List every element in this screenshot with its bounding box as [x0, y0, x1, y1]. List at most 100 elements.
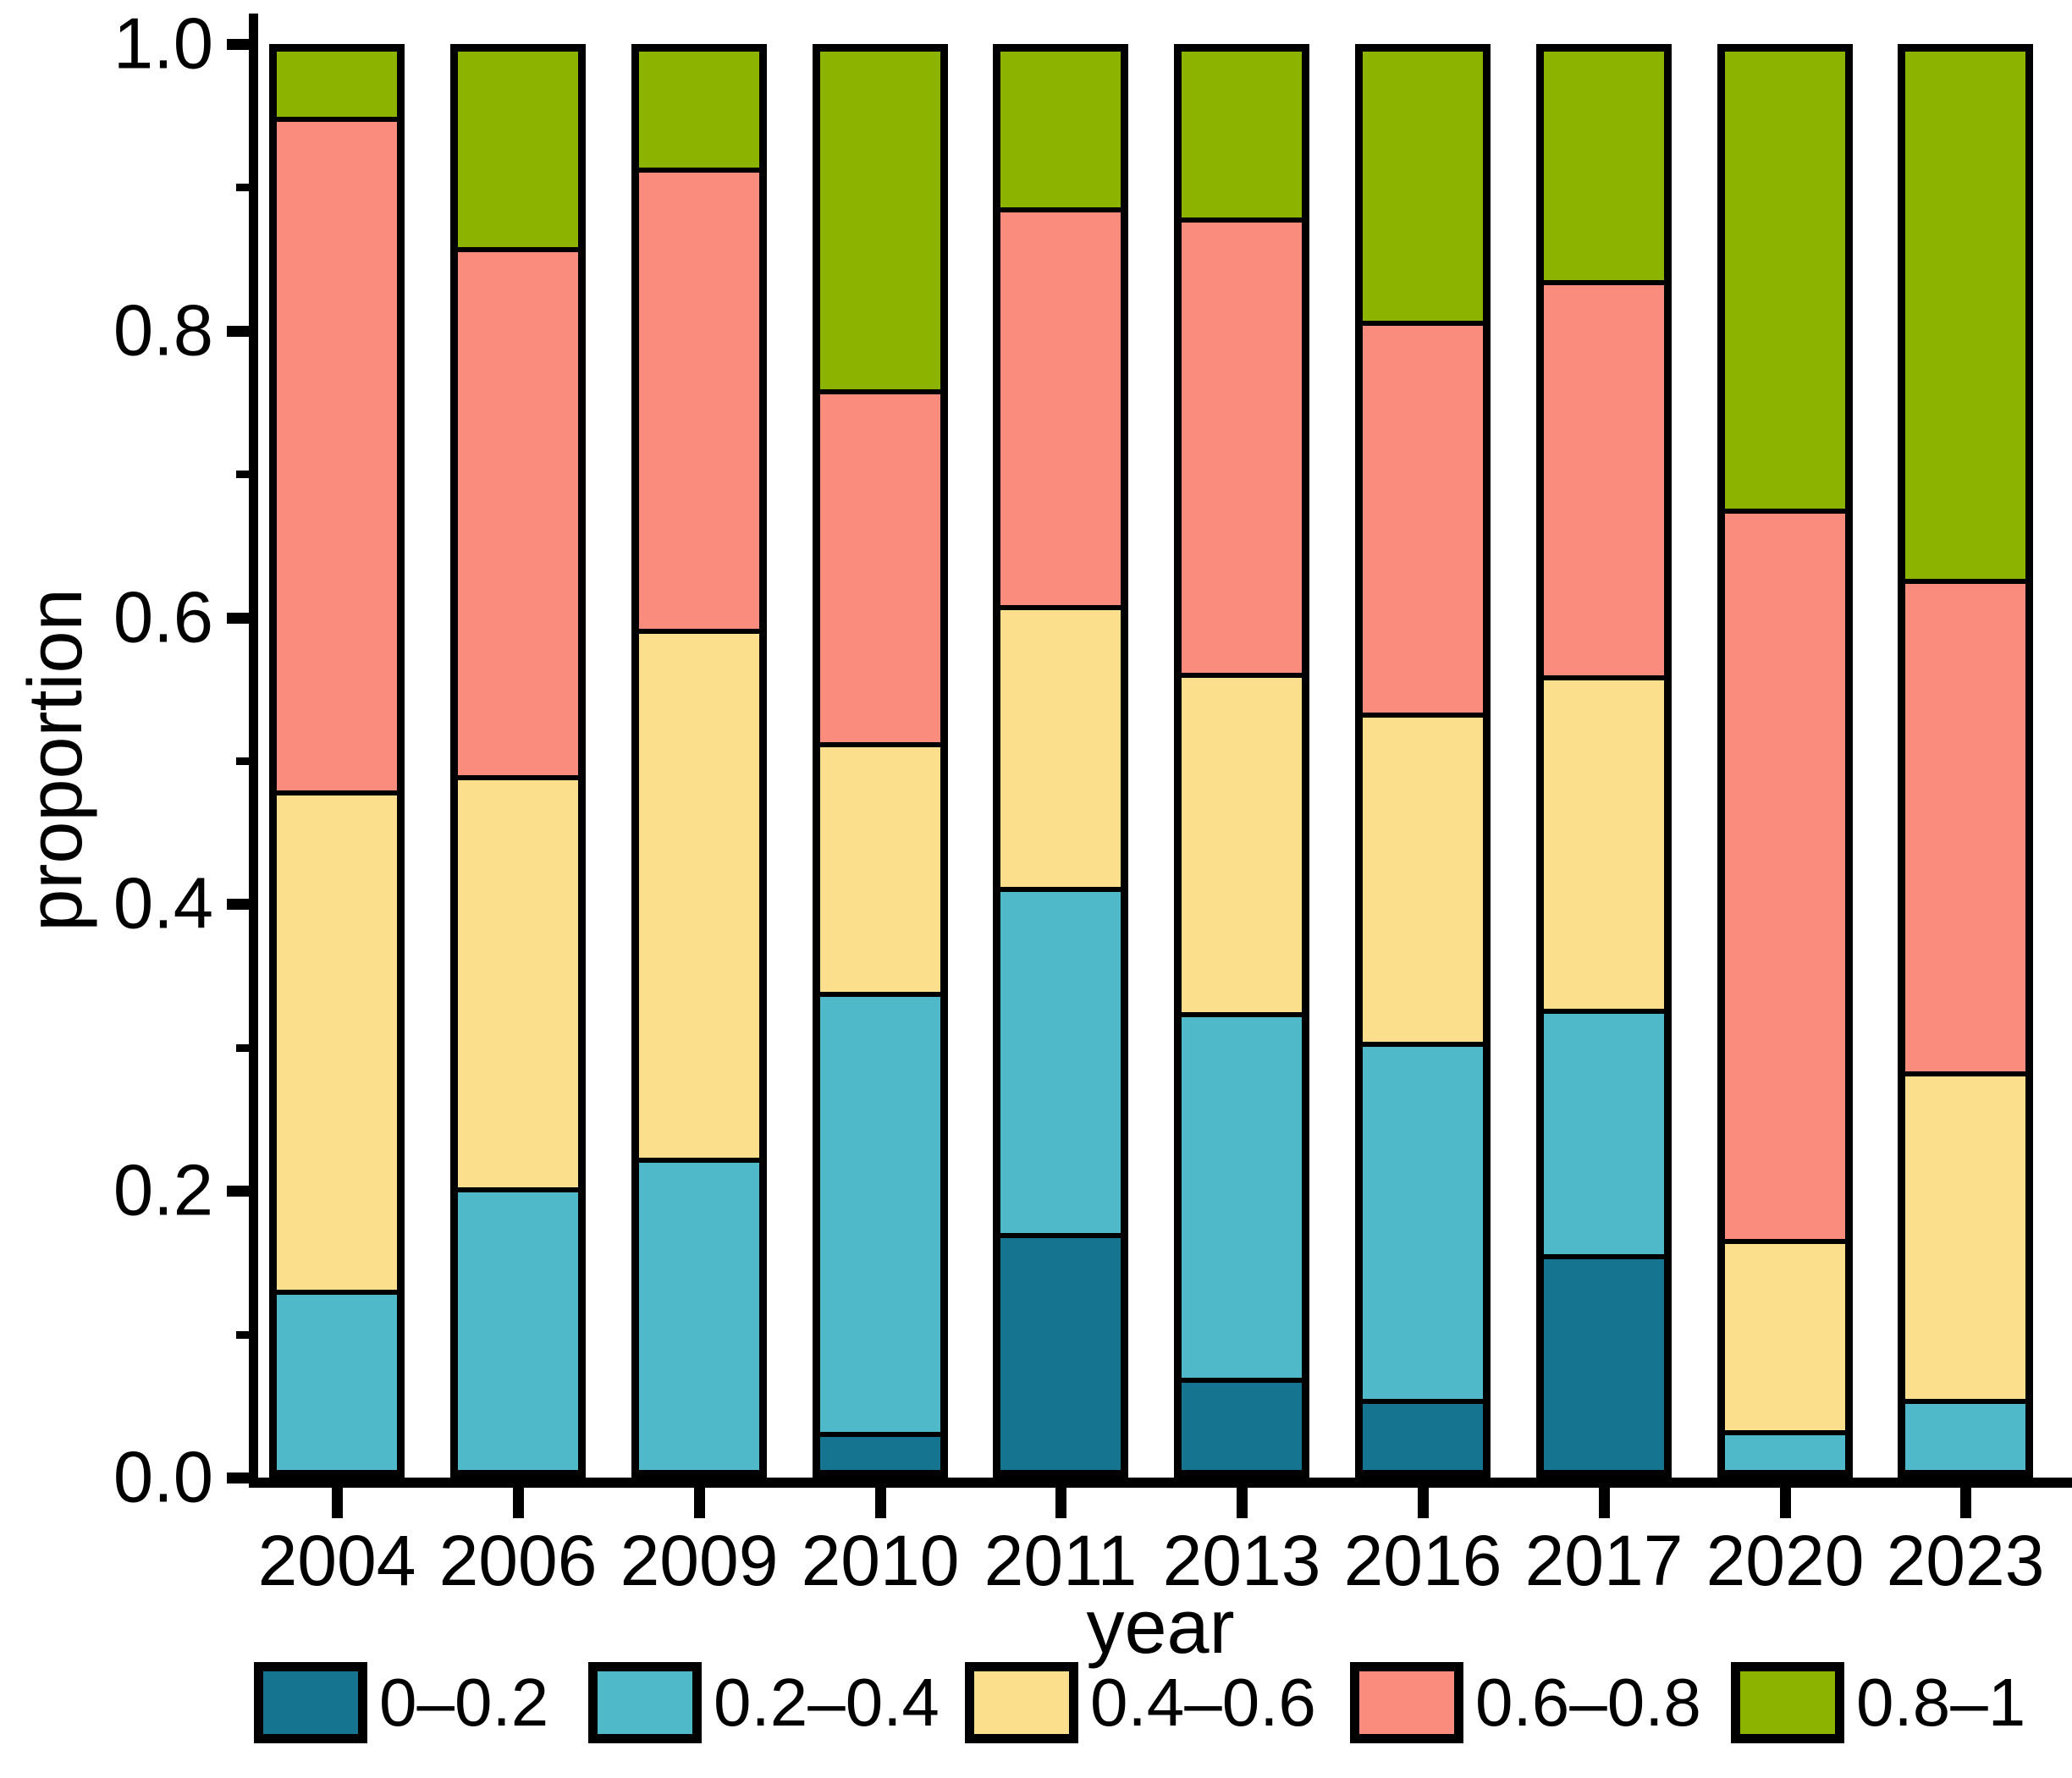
bar-segment-0.8–1 [1725, 52, 1845, 509]
bar-2006 [450, 44, 586, 1478]
bar-segment-0.2–0.4 [1544, 1009, 1664, 1255]
bar-segment-0.6–0.8 [277, 117, 397, 791]
bar-2011 [993, 44, 1128, 1478]
bar-segment-0.6–0.8 [1000, 207, 1121, 605]
bar-segment-0.2–0.4 [458, 1187, 578, 1470]
x-tick-2004 [332, 1488, 343, 1518]
legend-label-0.6–0.8: 0.6–0.8 [1475, 1665, 1701, 1740]
bar-segment-0.4–0.6 [1905, 1071, 2025, 1400]
bar-2010 [813, 44, 948, 1478]
x-tick-label-2006: 2006 [438, 1521, 598, 1600]
legend-swatch-0–0.2 [254, 1662, 367, 1743]
bar-segment-0.6–0.8 [1544, 279, 1664, 676]
x-tick-2006 [513, 1488, 524, 1518]
bar-segment-0.8–1 [1363, 52, 1483, 322]
x-tick-2016 [1418, 1488, 1429, 1518]
legend-label-0.8–1: 0.8–1 [1856, 1665, 2026, 1740]
legend-item-0.4–0.6: 0.4–0.6 [965, 1662, 1316, 1743]
bar-segment-0.2–0.4 [1363, 1041, 1483, 1400]
y-major-tick [227, 612, 249, 624]
x-tick-2011 [1055, 1488, 1066, 1518]
bar-segment-0.8–1 [277, 52, 397, 118]
bar-2023 [1898, 44, 2033, 1478]
bar-segment-0.2–0.4 [820, 992, 940, 1432]
y-tick-label: 0.8 [113, 290, 213, 372]
x-axis-title: year [1086, 1585, 1235, 1670]
y-tick-label: 0.2 [113, 1150, 213, 1231]
legend-swatch-0.6–0.8 [1350, 1662, 1463, 1743]
bar-segment-0.8–1 [1544, 52, 1664, 280]
x-tick-label-2020: 2020 [1706, 1521, 1865, 1600]
legend-item-0–0.2: 0–0.2 [254, 1662, 548, 1743]
x-tick-label-2010: 2010 [801, 1521, 960, 1600]
bar-2004 [269, 44, 405, 1478]
bar-segment-0.2–0.4 [1725, 1430, 1845, 1470]
bar-segment-0.2–0.4 [1182, 1011, 1302, 1379]
bar-2020 [1717, 44, 1853, 1478]
x-tick-label-2016: 2016 [1343, 1521, 1502, 1600]
x-tick-2020 [1780, 1488, 1791, 1518]
bar-segment-0.6–0.8 [820, 388, 940, 743]
bar-segment-0.4–0.6 [820, 742, 940, 993]
legend-item-0.6–0.8: 0.6–0.8 [1350, 1662, 1701, 1743]
legend-item-0.8–1: 0.8–1 [1731, 1662, 2025, 1743]
y-major-tick [227, 1186, 249, 1197]
bar-2016 [1355, 44, 1491, 1478]
bar-segment-0.4–0.6 [277, 790, 397, 1291]
bar-segment-0.8–1 [639, 52, 759, 168]
bar-segment-0.6–0.8 [1905, 579, 2025, 1072]
y-minor-tick [236, 757, 249, 765]
legend-label-0.4–0.6: 0.4–0.6 [1090, 1665, 1316, 1740]
legend-swatch-0.8–1 [1731, 1662, 1844, 1743]
x-tick-label-2011: 2011 [984, 1521, 1138, 1600]
bar-segment-0.8–1 [1182, 52, 1302, 218]
y-axis-line [249, 14, 258, 1488]
bar-segment-0.4–0.6 [1182, 673, 1302, 1012]
bar-segment-0.8–1 [820, 52, 940, 389]
bar-segment-0.8–1 [458, 52, 578, 248]
bar-segment-0–0.2 [1363, 1399, 1483, 1470]
x-tick-2010 [875, 1488, 886, 1518]
x-tick-2009 [694, 1488, 705, 1518]
bar-segment-0.4–0.6 [1725, 1238, 1845, 1431]
y-minor-tick [236, 471, 249, 479]
bar-segment-0.4–0.6 [639, 629, 759, 1159]
bar-segment-0.4–0.6 [1000, 604, 1121, 888]
bar-segment-0–0.2 [1544, 1254, 1664, 1470]
x-tick-2017 [1599, 1488, 1610, 1518]
bar-2017 [1536, 44, 1672, 1478]
y-major-tick [227, 899, 249, 911]
bar-segment-0.6–0.8 [639, 168, 759, 630]
bar-segment-0–0.2 [1182, 1378, 1302, 1470]
bar-segment-0.2–0.4 [1000, 887, 1121, 1234]
bar-segment-0.6–0.8 [1182, 217, 1302, 674]
legend-swatch-0.2–0.4 [588, 1662, 702, 1743]
y-major-tick [227, 1472, 249, 1484]
x-tick-label-2013: 2013 [1162, 1521, 1321, 1600]
x-tick-2013 [1237, 1488, 1248, 1518]
legend-item-0.2–0.4: 0.2–0.4 [588, 1662, 940, 1743]
bar-segment-0–0.2 [820, 1431, 940, 1470]
y-major-tick [227, 39, 249, 50]
bar-segment-0.2–0.4 [1905, 1399, 2025, 1470]
bar-segment-0.6–0.8 [458, 247, 578, 775]
y-tick-label: 1.0 [113, 3, 213, 85]
x-tick-label-2009: 2009 [620, 1521, 779, 1600]
x-tick-label-2023: 2023 [1886, 1521, 2045, 1600]
bar-segment-0.4–0.6 [1363, 713, 1483, 1042]
y-minor-tick [236, 1043, 249, 1052]
x-tick-label-2004: 2004 [257, 1521, 416, 1600]
bar-segment-0.8–1 [1905, 52, 2025, 580]
bar-2013 [1174, 44, 1309, 1478]
legend-label-0–0.2: 0–0.2 [379, 1665, 549, 1740]
bar-segment-0–0.2 [1000, 1233, 1121, 1470]
x-tick-2023 [1960, 1488, 1971, 1518]
bar-2009 [631, 44, 767, 1478]
bar-segment-0.6–0.8 [1725, 508, 1845, 1239]
x-axis-line [249, 1478, 2072, 1488]
bar-segment-0.2–0.4 [639, 1158, 759, 1470]
bar-segment-0.4–0.6 [458, 774, 578, 1188]
y-tick-label: 0.4 [113, 863, 213, 944]
legend-swatch-0.4–0.6 [965, 1662, 1078, 1743]
